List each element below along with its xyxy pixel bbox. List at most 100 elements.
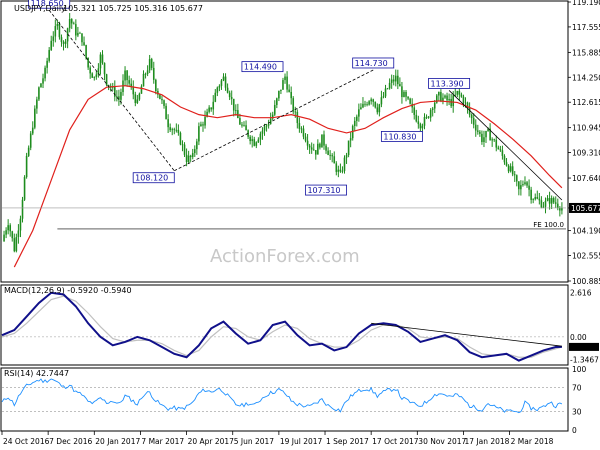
- candle-body: [101, 54, 104, 63]
- candle-body: [304, 136, 307, 141]
- candle-body: [173, 129, 176, 131]
- annotation-108.120: 108.120: [132, 172, 175, 184]
- candle-body: [251, 139, 254, 142]
- candle-body: [489, 128, 491, 141]
- macd-title: MACD(12,26,9) -0.5920 -0.5940: [4, 286, 132, 295]
- candle-body: [380, 97, 383, 105]
- candle-body: [554, 202, 557, 204]
- candle-body: [472, 118, 475, 125]
- candle-body: [27, 147, 30, 156]
- candle-body: [11, 231, 14, 239]
- candle-body: [128, 80, 130, 84]
- candle-body: [546, 198, 549, 201]
- candle-body: [66, 28, 69, 42]
- candle-body: [509, 166, 512, 172]
- candle-body: [298, 123, 301, 129]
- candle-body: [397, 75, 399, 85]
- x-axis-label: 30 Nov 2017: [418, 437, 466, 446]
- candle-body: [530, 189, 532, 200]
- price-axis-label: 117.555: [572, 23, 600, 32]
- candle-body: [294, 111, 297, 113]
- candle-body: [511, 166, 514, 175]
- candle-body: [386, 88, 389, 90]
- candle-body: [163, 100, 165, 106]
- candle-body: [130, 83, 133, 87]
- candle-body: [34, 108, 36, 128]
- candle-body: [368, 101, 370, 105]
- candle-body: [349, 138, 352, 141]
- candle-body: [226, 87, 229, 93]
- x-axis-label: 17 Jan 2018: [464, 437, 509, 446]
- trendline-3: [448, 90, 563, 201]
- candle-body: [491, 139, 493, 141]
- candle-body: [515, 175, 518, 182]
- candle-body: [427, 116, 430, 118]
- candle-body: [64, 41, 67, 44]
- candle-body: [87, 57, 89, 68]
- macd-current-tag: [569, 342, 599, 351]
- candle-body: [417, 121, 420, 125]
- candle-body: [487, 128, 489, 132]
- candle-body: [103, 62, 106, 75]
- candle-body: [310, 147, 313, 150]
- candle-body: [343, 157, 346, 171]
- candle-body: [70, 19, 73, 24]
- annotation-box: [428, 78, 471, 89]
- candle-body: [288, 89, 290, 92]
- candle-body: [544, 200, 547, 207]
- x-axis-label: 7 Mar 2017: [141, 437, 184, 446]
- chart-symbol: USDJPY,Daily: [14, 4, 66, 13]
- annotation-107.310: 107.310: [305, 184, 347, 196]
- candle-body: [524, 182, 526, 185]
- candle-body: [556, 203, 559, 208]
- x-axis-label: 5 Jun 2017: [234, 437, 275, 446]
- rsi-axis-label: 100: [572, 365, 587, 374]
- candle-body: [339, 169, 342, 172]
- candle-body: [503, 155, 506, 163]
- candle-body: [15, 237, 18, 252]
- candle-body: [241, 124, 243, 126]
- candle-body: [183, 144, 186, 155]
- candle-body: [306, 140, 309, 146]
- candle-body: [321, 134, 323, 148]
- candle-body: [114, 86, 116, 97]
- candle-body: [507, 165, 510, 172]
- candle-body: [532, 199, 534, 201]
- candle-body: [144, 73, 147, 75]
- candle-body: [52, 36, 55, 41]
- candle-body: [29, 133, 32, 148]
- macd-axis-label: 2.616: [570, 289, 592, 298]
- candle-body: [9, 225, 12, 232]
- candle-body: [58, 23, 61, 38]
- candle-body: [72, 23, 75, 25]
- candle-body: [423, 117, 426, 126]
- candle-body: [440, 92, 442, 102]
- fe-label: FE 100.0: [533, 221, 564, 229]
- candle-body: [540, 200, 543, 208]
- candle-body: [140, 86, 143, 94]
- price-series: FE 100.0 118.650 108.120 114.490 107.310 114.…: [2, 0, 566, 268]
- candle-body: [390, 79, 393, 83]
- x-axis-label: 20 Jan 2017: [95, 437, 140, 446]
- candle-body: [280, 89, 282, 91]
- annotation-label: 114.730: [355, 59, 388, 68]
- candle-body: [499, 149, 502, 151]
- candle-body: [362, 103, 364, 108]
- x-axis-label: 24 Oct 2016: [3, 437, 50, 446]
- price-axis-label: 115.885: [572, 48, 600, 57]
- candle-body: [97, 68, 100, 75]
- candle-body: [31, 127, 34, 134]
- candle-body: [116, 96, 118, 98]
- annotation-110.830: 110.830: [380, 131, 423, 142]
- candle-body: [13, 238, 16, 252]
- price-axis-label: 110.945: [572, 124, 600, 133]
- candle-body: [364, 103, 366, 105]
- candle-body: [56, 23, 59, 27]
- candle-body: [308, 145, 311, 148]
- candle-body: [142, 73, 145, 87]
- annotation-label: 114.490: [244, 63, 277, 72]
- candle-body: [245, 125, 247, 131]
- candle-body: [479, 131, 481, 134]
